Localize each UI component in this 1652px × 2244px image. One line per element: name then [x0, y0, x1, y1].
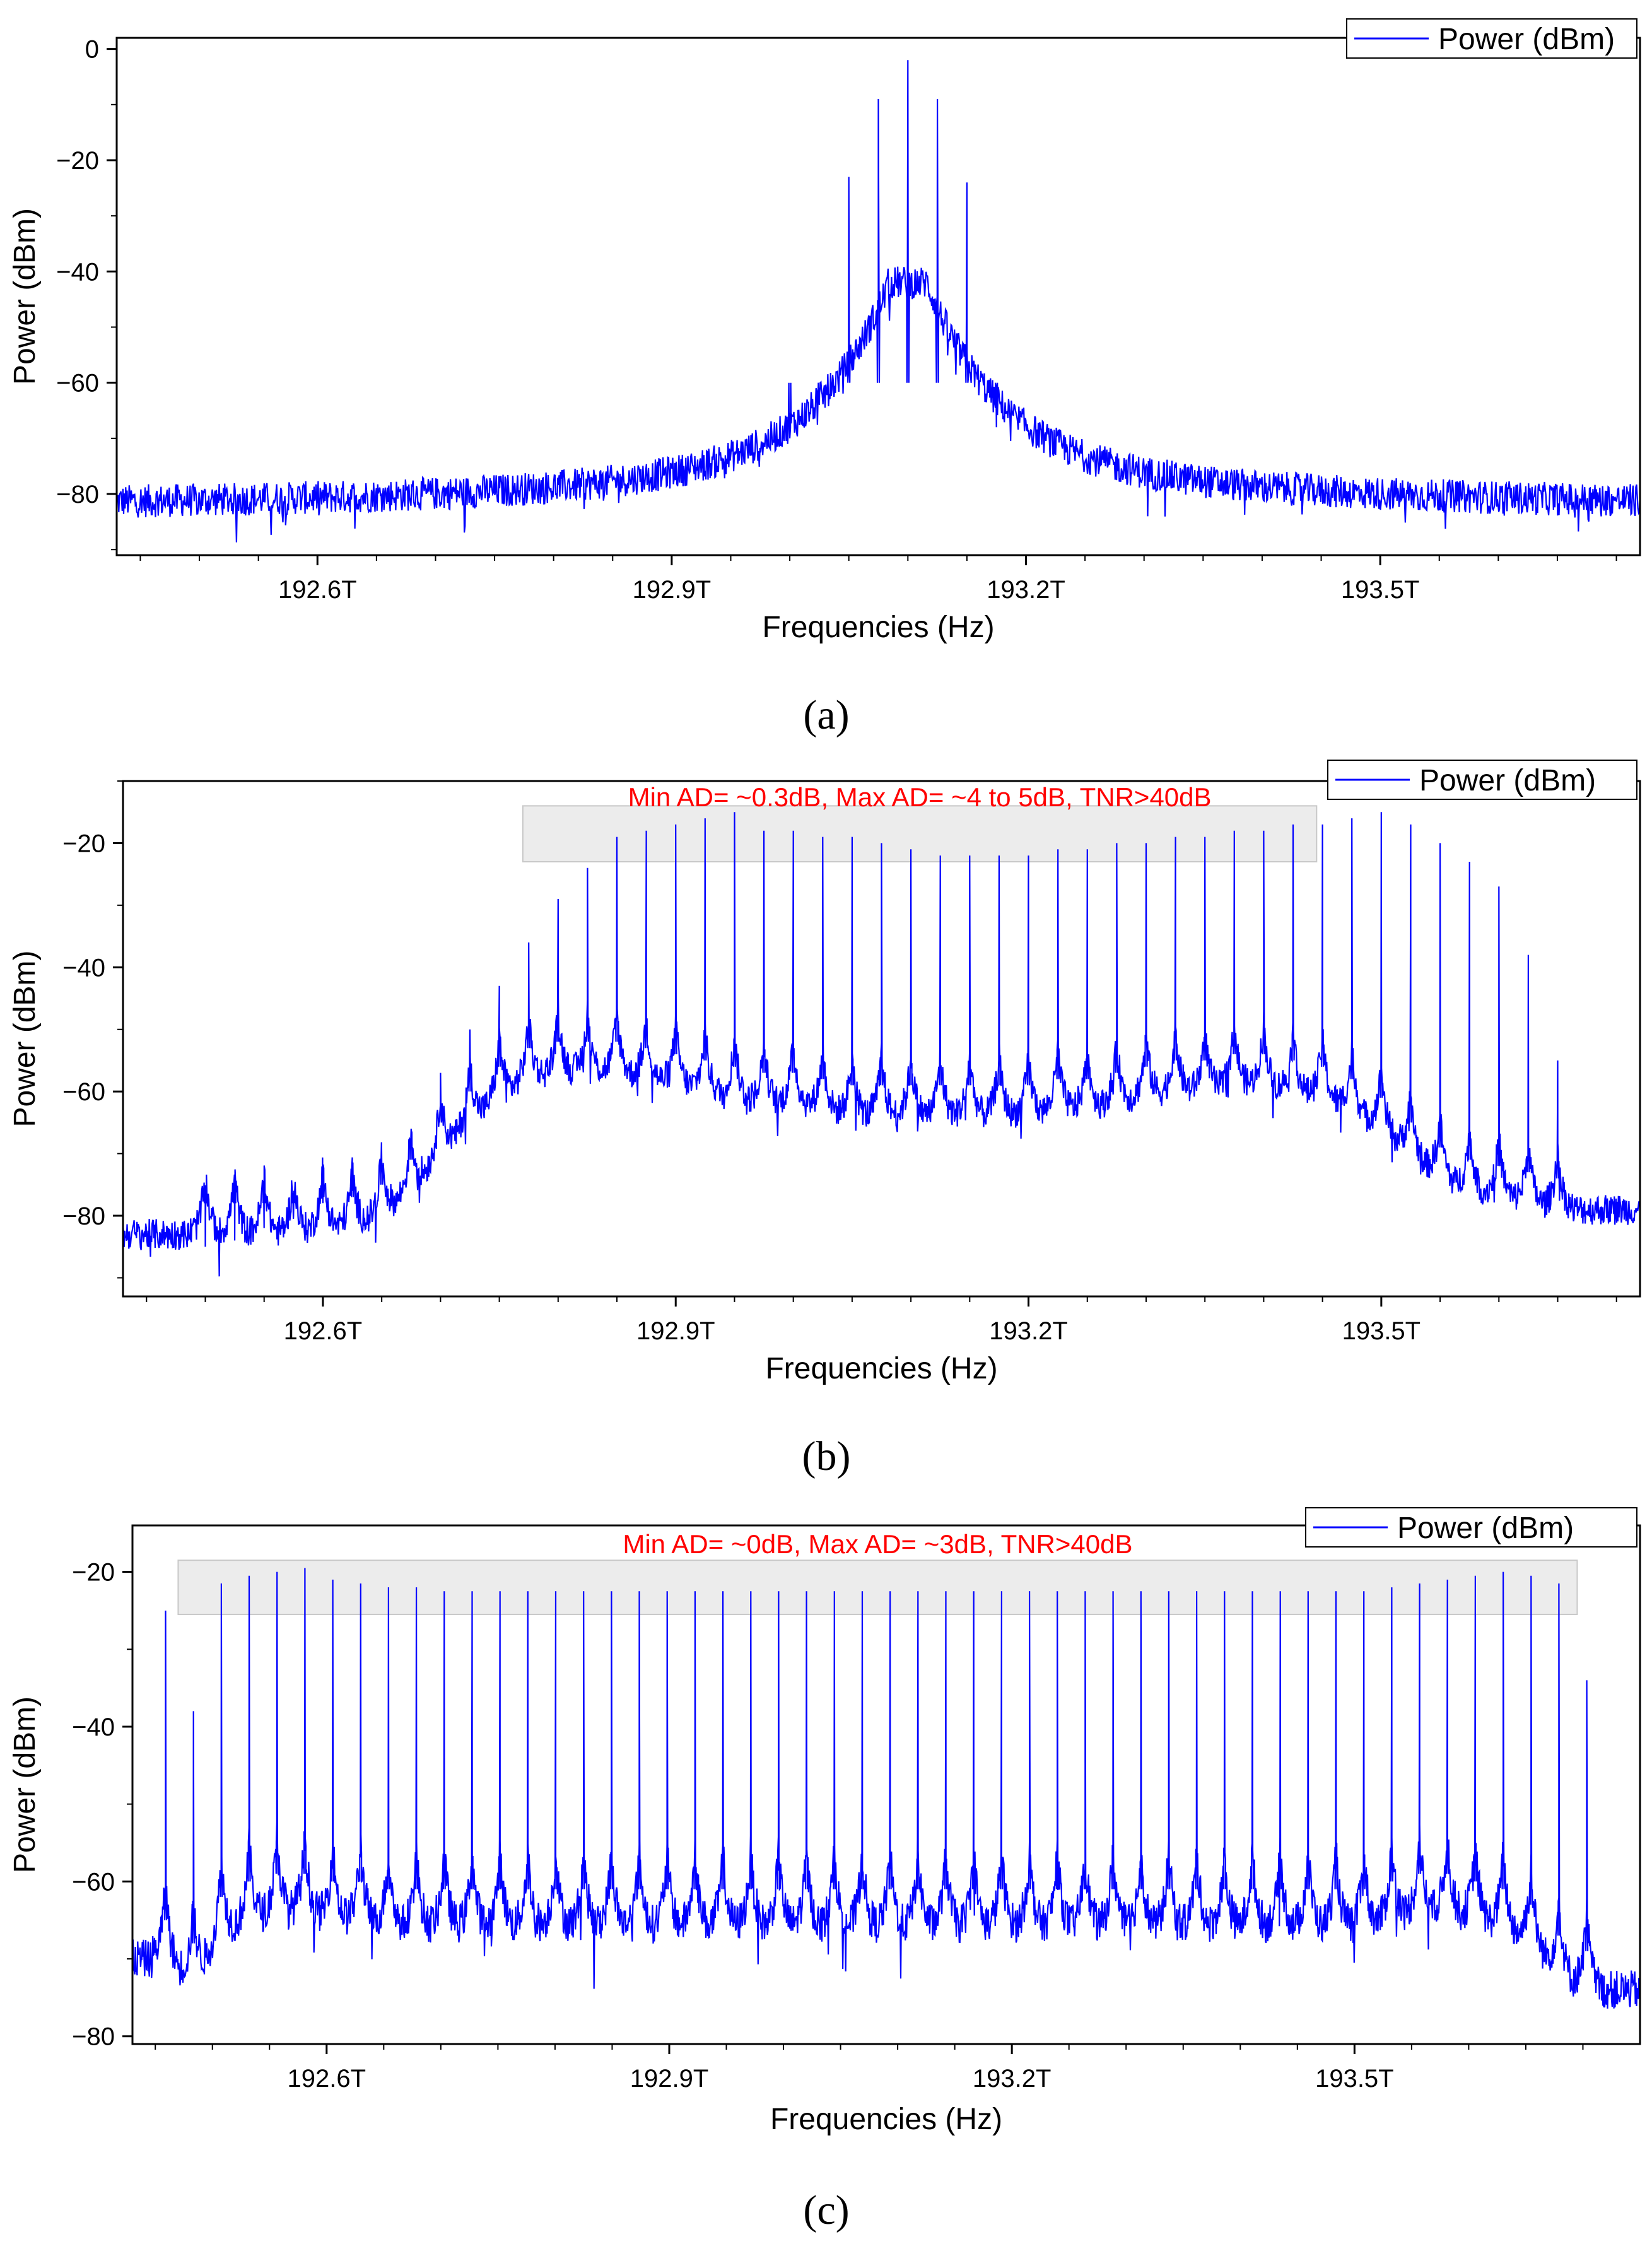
y-axis-label: Power (dBm) [8, 950, 42, 1127]
x-tick-label: 193.5T [1341, 576, 1420, 604]
x-axis-label: Frequencies (Hz) [765, 1352, 997, 1385]
legend-label: Power (dBm) [1419, 764, 1596, 797]
y-tick-label: −80 [62, 1202, 105, 1230]
legend-label: Power (dBm) [1438, 23, 1615, 56]
y-tick-label: −20 [62, 830, 105, 857]
y-tick-label: −20 [56, 147, 99, 175]
y-tick-label: −20 [72, 1559, 115, 1587]
x-tick-label: 192.6T [288, 2065, 366, 2093]
y-tick-label: −40 [72, 1713, 115, 1741]
x-tick-label: 193.2T [987, 576, 1065, 604]
annotation-band [177, 1560, 1578, 1616]
chart-panel-2: 192.6T 192.9T 193.2T 193.5T −20 −40 −60 −80 Freq… [8, 760, 1641, 1385]
annotation-text: Min AD= ~0dB, Max AD= ~3dB, TNR>40dB [623, 1529, 1132, 1559]
x-tick-label: 193.5T [1342, 1317, 1421, 1345]
y-tick-label: 0 [85, 36, 99, 64]
y-tick-label: −60 [72, 1868, 115, 1896]
x-tick-label: 192.9T [630, 2065, 709, 2093]
y-tick-label: −40 [62, 954, 105, 982]
legend: Power (dBm) [1346, 18, 1637, 59]
chart-panel-3: 192.6T 192.9T 193.2T 193.5T −20 −40 −60 −80 Freq… [8, 1507, 1641, 2136]
y-axis-label: Power (dBm) [8, 1696, 42, 1873]
x-tick-label: 193.5T [1315, 2065, 1394, 2093]
legend-label: Power (dBm) [1397, 1512, 1574, 1545]
y-axis-label: Power (dBm) [8, 208, 42, 385]
y-tick-label: −80 [72, 2023, 115, 2051]
y-tick-label: −60 [62, 1078, 105, 1106]
y-tick-label: −80 [56, 481, 99, 508]
panel-label: (b) [802, 1433, 851, 1479]
plot-frame [122, 780, 1641, 1298]
x-axis-label: Frequencies (Hz) [762, 611, 994, 644]
x-tick-label: 192.6T [278, 576, 357, 604]
chart-panel-1: 192.6T 192.9T 193.2T 193.5T 0 −20 −40 −60 −80 Fre… [8, 18, 1641, 644]
y-tick-label: −40 [56, 258, 99, 286]
panel-label: (c) [803, 2187, 849, 2233]
annotation-text: Min AD= ~0.3dB, Max AD= ~4 to 5dB, TNR>4… [628, 782, 1212, 812]
x-tick-label: 192.9T [636, 1317, 715, 1345]
x-tick-label: 192.6T [284, 1317, 363, 1345]
series-power-line [117, 60, 1640, 543]
x-axis-label: Frequencies (Hz) [770, 2103, 1002, 2136]
y-tick-label: −60 [56, 370, 99, 397]
x-tick-label: 193.2T [989, 1317, 1068, 1345]
plot-frame [131, 1524, 1641, 2045]
panel-label: (a) [803, 692, 849, 738]
plot-frame [115, 37, 1641, 556]
legend: Power (dBm) [1327, 760, 1637, 800]
x-tick-label: 193.2T [973, 2065, 1052, 2093]
x-tick-label: 192.9T [633, 576, 712, 604]
annotation-band [522, 805, 1318, 862]
series-power-line [132, 1568, 1640, 2009]
legend: Power (dBm) [1305, 1507, 1637, 1548]
series-power-line [123, 812, 1640, 1277]
